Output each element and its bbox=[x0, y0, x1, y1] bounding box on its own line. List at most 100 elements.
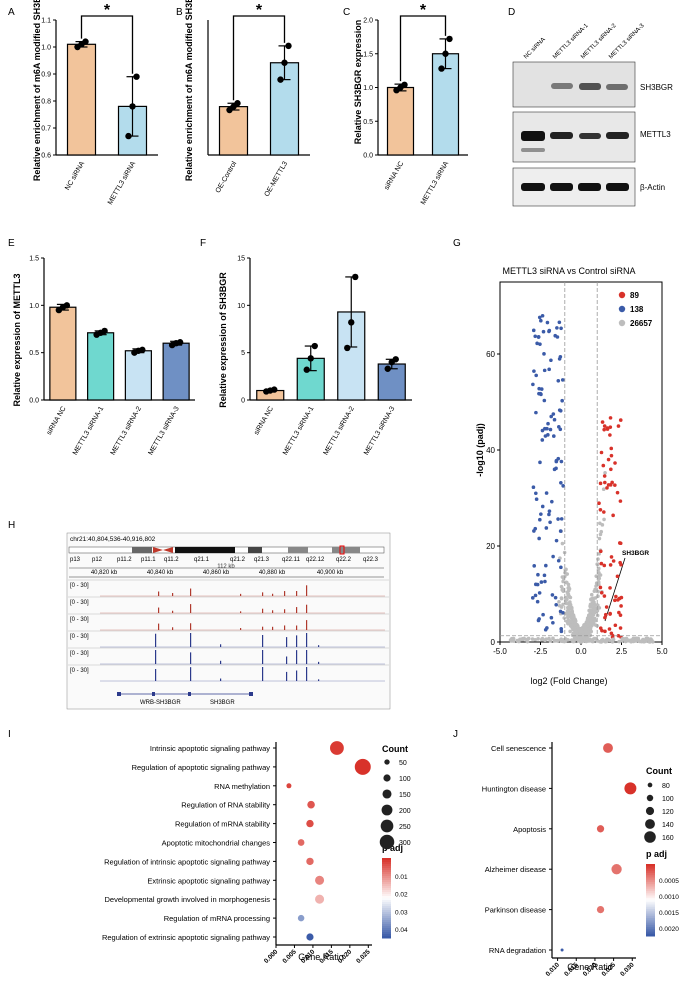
coverage-peak bbox=[306, 633, 308, 647]
ideogram-block bbox=[175, 547, 235, 553]
color-legend-swatch bbox=[382, 858, 391, 861]
volcano-point bbox=[541, 612, 545, 617]
gene-exon bbox=[188, 692, 191, 696]
data-point bbox=[101, 327, 108, 335]
color-legend-swatch bbox=[646, 900, 655, 903]
color-legend-swatch bbox=[646, 930, 655, 933]
plot-frame bbox=[499, 281, 663, 643]
color-legend-swatch bbox=[382, 860, 391, 863]
size-legend-label: 100 bbox=[662, 796, 674, 803]
coverage-tracks: [0 - 30] [0 - 30] [0 - 30] [0 - 30] [0 - 30]… bbox=[68, 579, 389, 682]
band-label-sh3bgr: SH3BGR bbox=[640, 83, 673, 92]
volcano-point bbox=[555, 326, 559, 330]
bar bbox=[386, 86, 415, 156]
volcano-point bbox=[584, 639, 589, 644]
coverage-peak bbox=[262, 650, 264, 664]
color-legend-swatch bbox=[382, 914, 391, 917]
volcano-point bbox=[557, 320, 562, 325]
ideogram-block bbox=[248, 547, 262, 553]
dot-plot-I: 0.000 0.005 0.010 0.015 0.020 0.025Intrinsic … bbox=[102, 741, 411, 965]
volcano-point bbox=[608, 416, 613, 420]
volcano-point bbox=[595, 613, 600, 618]
y-tick-label: 1.5 bbox=[29, 256, 39, 263]
legend-label: 89 bbox=[630, 291, 639, 300]
gene-label: WRB-SH3BGR bbox=[140, 700, 181, 706]
size-legend-dot bbox=[383, 774, 391, 782]
volcano-point bbox=[593, 636, 598, 641]
color-legend-swatch bbox=[382, 902, 391, 905]
color-legend-label: 0.0005 bbox=[659, 878, 679, 885]
band bbox=[579, 83, 601, 90]
chart-b: Relative enrichment of m6A modified SH3B… bbox=[184, 0, 194, 181]
volcano-point bbox=[615, 490, 620, 495]
x-tick-label: 0.030 bbox=[619, 961, 636, 978]
y-tick-label: 2.0 bbox=[363, 18, 373, 25]
data-point bbox=[442, 50, 449, 57]
term-label: Regulation of apoptotic signaling pathwa… bbox=[132, 763, 271, 772]
volcano-point bbox=[559, 565, 563, 570]
data-point bbox=[348, 319, 355, 326]
color-legend-swatch bbox=[382, 904, 391, 907]
volcano-point bbox=[530, 596, 535, 600]
color-legend-label: 0.04 bbox=[395, 927, 408, 934]
size-legend-label: 50 bbox=[399, 760, 407, 767]
data-point bbox=[139, 346, 146, 354]
ideogram-block bbox=[288, 547, 308, 553]
track-range: [0 - 30] bbox=[70, 651, 89, 657]
volcano-point bbox=[588, 605, 593, 609]
color-legend-swatch bbox=[646, 905, 655, 908]
coverage-peak bbox=[155, 650, 157, 664]
y-tick-label: 0 bbox=[491, 638, 496, 647]
panel-label-e: E bbox=[8, 238, 15, 249]
size-legend-dot bbox=[645, 806, 655, 816]
color-legend-swatch bbox=[646, 898, 655, 901]
volcano-point bbox=[572, 638, 576, 642]
volcano-point bbox=[603, 471, 607, 475]
coverage-peak bbox=[296, 591, 298, 596]
volcano-point bbox=[548, 427, 553, 432]
ruler-label: 40,900 kb bbox=[317, 570, 344, 576]
y-tick-label: 1.1 bbox=[41, 18, 51, 25]
genome-locus: chr21:40,804,536-40,916,802 bbox=[70, 536, 156, 543]
volcano-point bbox=[597, 552, 601, 556]
chart-i-xlabel: Gene Ratio bbox=[298, 952, 344, 962]
bar bbox=[87, 332, 115, 401]
data-point bbox=[307, 355, 314, 362]
band-name: p11.1 bbox=[141, 557, 156, 563]
volcano-point bbox=[599, 640, 604, 644]
volcano-point bbox=[619, 595, 624, 600]
coverage-peak bbox=[272, 626, 274, 630]
volcano-point bbox=[618, 418, 623, 422]
size-legend-label: 200 bbox=[399, 808, 411, 815]
significance-star: * bbox=[104, 2, 111, 19]
volcano-point bbox=[634, 636, 638, 641]
color-legend-swatch bbox=[646, 885, 655, 888]
color-legend-label: 0.0020 bbox=[659, 926, 679, 933]
color-legend-swatch bbox=[646, 871, 655, 874]
color-legend-swatch bbox=[382, 908, 391, 911]
coverage-peak bbox=[190, 604, 192, 613]
volcano-point bbox=[559, 326, 563, 331]
color-legend-swatch bbox=[646, 914, 655, 917]
legend-marker bbox=[618, 319, 626, 327]
volcano-point bbox=[559, 480, 563, 485]
color-legend-swatch bbox=[382, 882, 391, 885]
volcano-point bbox=[611, 513, 615, 518]
coverage-peak bbox=[296, 635, 298, 647]
volcano-point bbox=[613, 623, 618, 628]
volcano-point bbox=[547, 636, 551, 641]
coverage-peak bbox=[190, 623, 192, 630]
volcano-point bbox=[566, 586, 571, 590]
volcano-point bbox=[549, 414, 554, 419]
panel-label-a: A bbox=[8, 7, 15, 18]
track-range: [0 - 30] bbox=[70, 583, 89, 589]
panel-label-h: H bbox=[8, 520, 15, 531]
volcano-point bbox=[558, 354, 563, 359]
chart-j-xlabel: Gene Ratio bbox=[567, 962, 613, 972]
data-point bbox=[129, 103, 136, 110]
volcano-point bbox=[610, 480, 614, 485]
color-legend-swatch bbox=[646, 865, 655, 869]
panel-label-g: G bbox=[453, 238, 461, 249]
ruler-label: 40,880 kb bbox=[259, 570, 286, 576]
